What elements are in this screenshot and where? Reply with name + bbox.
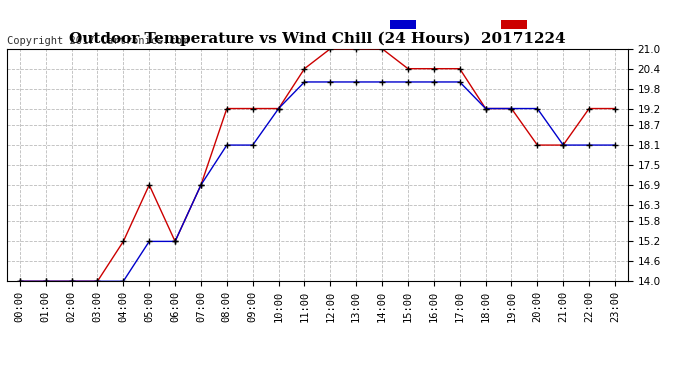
Title: Outdoor Temperature vs Wind Chill (24 Hours)  20171224: Outdoor Temperature vs Wind Chill (24 Ho… — [69, 32, 566, 46]
Legend: Wind Chill  (°F), Temperature  (°F): Wind Chill (°F), Temperature (°F) — [389, 19, 622, 32]
Text: Copyright 2017 Cartronics.com: Copyright 2017 Cartronics.com — [7, 36, 188, 46]
